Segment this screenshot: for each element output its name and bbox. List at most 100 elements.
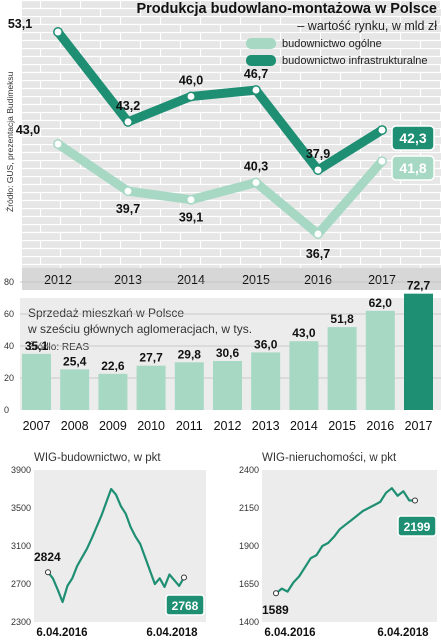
data-label-infra-2016: 37,9 — [306, 147, 330, 161]
wig-left-marks: 2300 2700 3100 3500 3900 2824 2768 6.04.2016 6.0… — [11, 465, 205, 639]
data-label-general-2013: 39,7 — [116, 202, 140, 216]
top-chart-source: Źródło: GUS, prezentacja Budimeksu — [5, 71, 15, 212]
bar-label-2008: 25,4 — [63, 354, 87, 368]
legend-label-general: budownictwo ogólne — [282, 38, 382, 50]
wig-start-point — [45, 569, 51, 576]
bar-label-2016: 62,0 — [369, 296, 393, 310]
wig-start-point — [273, 590, 279, 597]
wig-end-point — [412, 497, 418, 504]
bar-chart-source: Źródło: REAS — [28, 340, 89, 353]
point-general-2017 — [377, 156, 387, 167]
bar-2013 — [251, 352, 281, 410]
bar-label-2017: 72,7 — [407, 279, 431, 293]
wig-ytick-1400: 1400 — [239, 617, 259, 627]
bar-chart: Sprzedaż mieszkań w Polsce w sześciu głó… — [4, 277, 441, 433]
wig-right-marks: 1400 1650 1900 2150 2400 1589 2199 6.04.2016 6.0… — [239, 465, 437, 639]
point-general-2014 — [186, 194, 196, 205]
wig-line — [275, 487, 416, 595]
bar-ytick-0: 0 — [4, 405, 9, 415]
point-infra-2017 — [377, 125, 387, 136]
wig-ytick-3500: 3500 — [11, 503, 31, 513]
end-label-infra: 42,3 — [399, 130, 426, 146]
bar-2012 — [213, 361, 242, 410]
bar-2009 — [98, 373, 128, 410]
wig-end-badge — [397, 515, 437, 537]
bar-label-2015: 51,8 — [330, 312, 354, 326]
bar-2016 — [365, 310, 395, 410]
top-chart-subtitle: – wartość rynku, w mld zł — [297, 19, 437, 33]
wig-xlabel-end: 6.04.2018 — [146, 627, 198, 639]
bar-year-2008: 2008 — [61, 419, 89, 433]
wig-xlabel-start: 6.04.2016 — [264, 627, 315, 639]
year-label-2013: 2013 — [114, 273, 142, 287]
end-label-general: 41,8 — [399, 160, 426, 176]
bar-chart-marks: 0 20 40 60 80 35,1 2007 25,4 2008 22,6 2009 27,7 201… — [4, 277, 441, 433]
point-general-2012 — [53, 139, 63, 149]
bar-year-2012: 2012 — [214, 419, 242, 433]
bar-label-2012: 30,6 — [216, 346, 240, 360]
end-badge-general — [391, 155, 435, 181]
bar-label-2011: 29,8 — [178, 347, 202, 361]
bar-label-2014: 43,0 — [292, 326, 316, 340]
wig-ytick-2700: 2700 — [11, 579, 31, 589]
wig-ytick-3900: 3900 — [11, 465, 31, 475]
bar-ytick-40: 40 — [4, 341, 14, 351]
data-label-general-2016: 36,7 — [306, 247, 330, 261]
top-chart-marks: 2012 2013 2014 2015 2016 2017 43,0 39,7 39,1 40,3… — [8, 17, 435, 287]
data-label-general-2014: 39,1 — [179, 211, 203, 225]
bar-label-2010: 27,7 — [139, 351, 163, 365]
bar-year-2017: 2017 — [405, 419, 433, 433]
bar-year-2007: 2007 — [23, 419, 51, 433]
wig-ytick-1900: 1900 — [239, 541, 259, 551]
bar-year-2015: 2015 — [328, 419, 356, 433]
bar-2015 — [327, 327, 357, 410]
legend-swatch-general — [246, 38, 276, 49]
point-infra-2012 — [53, 27, 63, 37]
year-label-2012: 2012 — [44, 273, 72, 287]
point-infra-2013 — [123, 116, 133, 127]
bar-label-2007: 35,1 — [25, 339, 49, 353]
legend: budownictwo ogólne budownictwo infrastru… — [246, 38, 428, 67]
bar-2017 — [404, 293, 433, 410]
series-line-general — [53, 139, 387, 239]
bar-year-2016: 2016 — [366, 419, 394, 433]
top-chart-year-strip — [22, 268, 441, 290]
legend-label-infra: budownictwo infrastrukturalne — [282, 55, 428, 67]
bar-year-2010: 2010 — [137, 419, 165, 433]
top-chart: Produkcja budowlano-montażowa w Polsce –… — [5, 0, 441, 290]
bar-ytick-80: 80 — [4, 277, 14, 287]
data-label-infra-2014: 46,0 — [179, 73, 203, 87]
top-chart-title: Produkcja budowlano-montażowa w Polsce — [136, 1, 437, 17]
wig-ytick-3100: 3100 — [11, 541, 31, 551]
year-label-2016: 2016 — [304, 273, 332, 287]
end-badge-infra — [391, 125, 435, 151]
data-label-infra-2015: 46,7 — [244, 67, 268, 81]
wig-left-chart: WIG-budownictwo, w pkt 2300 2700 3100 3500 3… — [11, 452, 206, 639]
wig-ytick-2300: 2300 — [11, 617, 31, 627]
point-general-2013 — [123, 186, 133, 197]
bar-year-2013: 2013 — [252, 419, 280, 433]
year-label-2015: 2015 — [242, 273, 270, 287]
point-general-2015 — [251, 177, 261, 188]
data-label-general-2012: 43,0 — [16, 123, 40, 137]
bar-label-2013: 36,0 — [254, 337, 278, 351]
wig-xlabel-end: 6.04.2018 — [377, 627, 429, 639]
wig-left-title: WIG-budownictwo, w pkt — [34, 452, 161, 464]
point-infra-2016 — [313, 165, 323, 175]
bar-2014 — [289, 341, 319, 410]
point-general-2016 — [313, 229, 323, 239]
bar-2008 — [60, 369, 90, 410]
data-label-infra-2012: 53,1 — [8, 17, 32, 31]
wig-right-chart: WIG-nieruchomości, w pkt 1400 1650 1900 215… — [239, 452, 437, 639]
wig-right-background — [262, 470, 437, 622]
bar-year-2009: 2009 — [99, 419, 127, 433]
legend-swatch-infra — [246, 55, 276, 66]
wig-end-point — [181, 574, 187, 581]
bar-2007 — [22, 353, 51, 410]
bar-year-2011: 2011 — [176, 419, 203, 433]
bar-year-2014: 2014 — [290, 419, 318, 433]
data-label-general-2015: 40,3 — [244, 160, 268, 174]
wig-ytick-1650: 1650 — [239, 579, 259, 589]
year-label-2014: 2014 — [177, 273, 205, 287]
